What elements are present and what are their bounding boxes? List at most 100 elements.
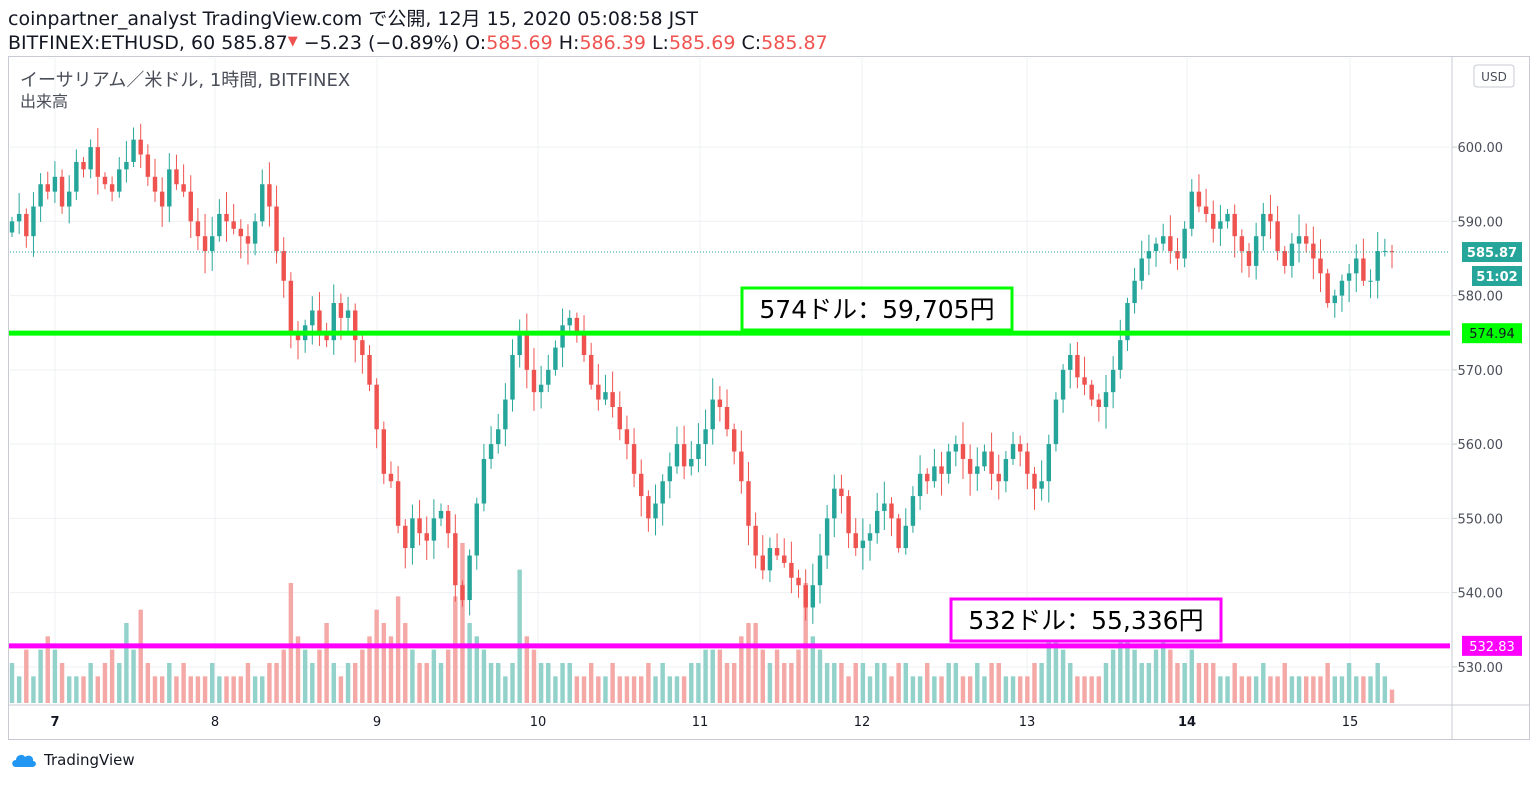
time-axis: 7 8 9 10 11 12 13 14 15 (50, 715, 1358, 730)
volume-bar (853, 663, 858, 703)
volume-bar (38, 649, 43, 703)
volume-bar (503, 676, 508, 703)
grid-lines (10, 58, 1450, 704)
candle-body (367, 355, 372, 385)
volume-bar (982, 676, 987, 703)
candle-body (1339, 280, 1345, 296)
candle-body (403, 525, 408, 549)
volume-bar (989, 663, 994, 703)
volume-bar (631, 676, 637, 703)
countdown-tag-text: 51:02 (1476, 270, 1517, 285)
candle-body (746, 481, 751, 526)
volume-bar (1339, 676, 1345, 703)
candle-body (1354, 258, 1359, 274)
candle-body (610, 392, 615, 407)
volume-bar (45, 636, 50, 703)
volume-bar (1039, 663, 1044, 703)
candle-body (1146, 251, 1152, 259)
volume-bar (1389, 689, 1395, 703)
candle-body (1046, 444, 1052, 482)
candle-body (681, 444, 687, 467)
volume-bar (188, 676, 193, 703)
candle-body (889, 503, 894, 519)
candle-body (967, 458, 973, 474)
candle-body (195, 221, 201, 237)
volume-bar (174, 676, 179, 703)
candle-body (1246, 251, 1252, 266)
candle-body (1232, 213, 1237, 237)
volume-bar (274, 663, 279, 703)
volume-bar (124, 623, 129, 703)
tradingview-branding[interactable]: TradingView (10, 751, 135, 769)
candle-body (31, 206, 36, 237)
price-tick-label: 550.00 (1458, 512, 1504, 527)
volume-bar (553, 676, 558, 703)
candle-body (124, 161, 129, 170)
candle-body (1203, 206, 1209, 214)
candle-body (903, 525, 908, 549)
candle-body (1068, 355, 1073, 370)
volume-bar (803, 583, 808, 703)
symbol-label[interactable]: BITFINEX:ETHUSD, 60 (8, 32, 216, 54)
volume-bar (117, 663, 122, 703)
volume-bar (832, 663, 837, 703)
volume-bar (1125, 636, 1130, 703)
candle-body (481, 458, 487, 504)
volume-bar (1139, 663, 1144, 703)
annotation-box-green[interactable] (740, 286, 1014, 332)
candle-body (260, 184, 265, 222)
candle-body (1268, 213, 1273, 222)
tradingview-cloud-icon (12, 754, 36, 767)
candle-body (1332, 295, 1338, 304)
candle-body (653, 503, 658, 519)
time-tick-label: 8 (211, 715, 219, 730)
candle-body (1160, 236, 1166, 244)
volume-bar (145, 663, 151, 703)
candle-body (946, 451, 951, 474)
candle-body (102, 176, 108, 185)
candle-body (1139, 258, 1144, 281)
candle-body (431, 518, 437, 541)
price-tick-label: 560.00 (1458, 438, 1504, 453)
currency-badge[interactable] (1473, 64, 1515, 88)
candle-body (560, 325, 565, 348)
candle-body (1289, 243, 1295, 266)
candle-body (1311, 243, 1316, 259)
time-tick-label: 7 (50, 715, 59, 730)
volume-bar (245, 663, 251, 703)
volume-bar (417, 663, 422, 703)
candle-body (839, 488, 844, 497)
annotation-box-magenta[interactable] (949, 597, 1223, 643)
volume-bar (1232, 663, 1237, 703)
candle-body (1175, 251, 1180, 259)
candle-body (145, 154, 151, 177)
volume-bar (1346, 663, 1352, 703)
volume-bar (531, 649, 537, 703)
volume-bar (646, 663, 651, 703)
volume-bar (1289, 676, 1295, 703)
price-tick-label: 570.00 (1458, 364, 1504, 379)
volume-bar (760, 649, 765, 703)
volume-bar (488, 663, 494, 703)
volume-bar (1075, 676, 1080, 703)
volume-bar (438, 663, 444, 703)
candle-body (410, 518, 415, 549)
volume-bar (1368, 676, 1373, 703)
volume-bar (167, 663, 172, 703)
volume-bar (1311, 676, 1316, 703)
candle-body (217, 213, 222, 237)
candle-body (1182, 228, 1187, 259)
volume-bar (1017, 676, 1023, 703)
candle-body (374, 384, 379, 430)
candles (9, 123, 1395, 624)
volume-bar (66, 676, 72, 703)
candle-body (689, 458, 694, 467)
volume-bar (767, 663, 773, 703)
volume-bar (753, 623, 758, 703)
candle-body (460, 585, 465, 601)
volume-bar (860, 663, 866, 703)
volume-bar (953, 663, 959, 703)
low-value: 585.69 (668, 32, 736, 54)
candle-body (224, 213, 229, 222)
